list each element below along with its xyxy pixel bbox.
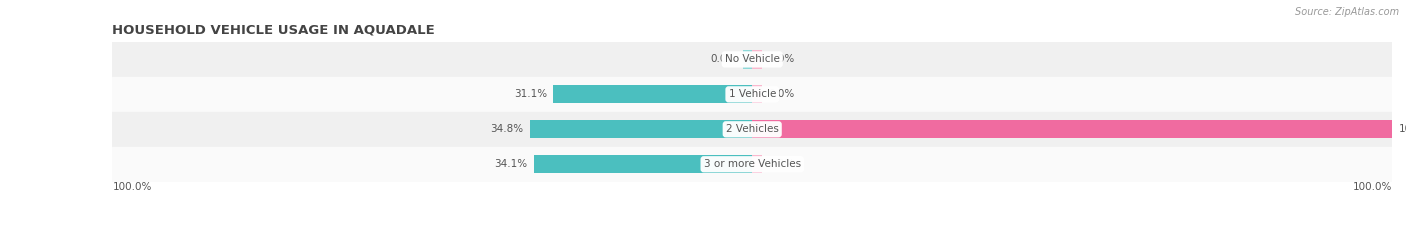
Text: 0.0%: 0.0%: [710, 55, 737, 64]
Bar: [112, 112, 1392, 147]
Bar: [530, 120, 752, 138]
Text: 0.0%: 0.0%: [768, 55, 794, 64]
Bar: [112, 42, 1392, 77]
Text: HOUSEHOLD VEHICLE USAGE IN AQUADALE: HOUSEHOLD VEHICLE USAGE IN AQUADALE: [112, 24, 436, 37]
Bar: [752, 50, 762, 69]
Text: 34.8%: 34.8%: [491, 124, 523, 134]
Text: 100.0%: 100.0%: [1399, 124, 1406, 134]
Text: 34.1%: 34.1%: [495, 159, 527, 169]
Text: 1 Vehicle: 1 Vehicle: [728, 89, 776, 99]
Text: Source: ZipAtlas.com: Source: ZipAtlas.com: [1295, 7, 1399, 17]
Text: 100.0%: 100.0%: [112, 182, 152, 192]
Bar: [534, 155, 752, 173]
Text: 31.1%: 31.1%: [513, 89, 547, 99]
Bar: [112, 77, 1392, 112]
Text: No Vehicle: No Vehicle: [724, 55, 780, 64]
Bar: [553, 85, 752, 103]
Text: 3 or more Vehicles: 3 or more Vehicles: [703, 159, 801, 169]
Bar: [752, 155, 762, 173]
Text: 2 Vehicles: 2 Vehicles: [725, 124, 779, 134]
Bar: [752, 85, 762, 103]
Bar: [752, 120, 1392, 138]
Bar: [112, 147, 1392, 182]
Bar: [742, 50, 752, 69]
Text: 0.0%: 0.0%: [768, 89, 794, 99]
Text: 0.0%: 0.0%: [768, 159, 794, 169]
Text: 100.0%: 100.0%: [1353, 182, 1392, 192]
